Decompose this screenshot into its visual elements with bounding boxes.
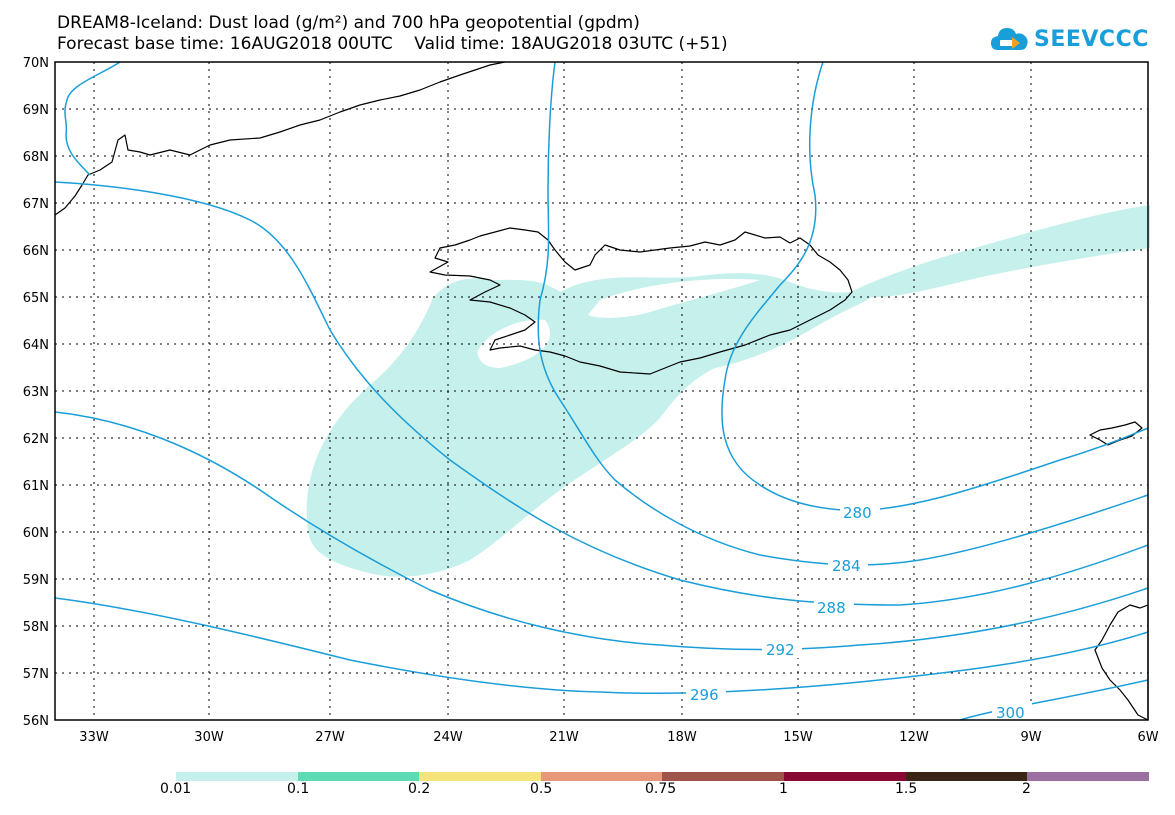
lat-label: 69N	[23, 103, 49, 118]
lon-label: 6W	[1137, 730, 1158, 745]
colorbar-label: 0.75	[645, 781, 677, 797]
colorbar-segment	[906, 772, 1027, 781]
dust-plume	[306, 205, 1150, 577]
lon-label: 9W	[1020, 730, 1041, 745]
lat-label: 60N	[23, 526, 49, 541]
lat-label: 63N	[23, 385, 49, 400]
map-title: DREAM8-Iceland: Dust load (g/m²) and 700…	[57, 13, 640, 33]
contour-288	[54, 411, 1149, 651]
colorbar	[176, 772, 1149, 781]
coastlines	[54, 61, 1149, 721]
cloud-logo-icon	[991, 28, 1028, 50]
contour-label: 300	[996, 704, 1025, 722]
colorbar-segment	[298, 772, 419, 781]
geopotential-contours	[54, 61, 1149, 721]
contour-label: 280	[843, 504, 872, 522]
faroe-islands-coast	[1089, 421, 1143, 446]
lat-label: 59N	[23, 573, 49, 588]
map-frame	[54, 61, 1149, 721]
lon-label: 18W	[667, 730, 697, 745]
colorbar-label: 0.1	[287, 781, 310, 797]
colorbar-segment	[176, 772, 298, 781]
colorbar-label: 0.5	[530, 781, 553, 797]
colorbar-segment	[541, 772, 662, 781]
colorbar-label: 2	[1022, 781, 1031, 797]
contour-label: 288	[817, 599, 846, 617]
longitude-labels: 33W 30W 27W 24W 21W 18W 15W 12W 9W 6W	[79, 730, 1158, 745]
contour-central-meridional	[537, 61, 1149, 566]
lat-label: 58N	[23, 620, 49, 635]
lat-label: 68N	[23, 150, 49, 165]
greenland-coast	[54, 61, 506, 216]
colorbar-segment	[784, 772, 906, 781]
colorbar-segment	[419, 772, 541, 781]
contour-label: 284	[832, 557, 861, 575]
contour-west-high-lat	[64, 61, 121, 176]
contour-label: 296	[690, 686, 719, 704]
logo-text: SEEVCCC	[1034, 26, 1149, 52]
lat-label: 62N	[23, 432, 49, 447]
colorbar-label: 1	[779, 781, 788, 797]
contour-280	[721, 61, 1149, 512]
contour-300	[959, 679, 1149, 721]
latitude-labels: 70N 69N 68N 67N 66N 65N 64N 63N 62N 61N …	[23, 56, 49, 729]
colorbar-segment	[1027, 772, 1149, 781]
iceland-coast	[429, 227, 853, 375]
lon-label: 15W	[783, 730, 813, 745]
lat-label: 65N	[23, 291, 49, 306]
lat-label: 67N	[23, 197, 49, 212]
contour-labels: 280 284 288 292 296 300	[686, 503, 1032, 722]
lat-label: 64N	[23, 338, 49, 353]
map-subtitle: Forecast base time: 16AUG2018 00UTC Vali…	[57, 34, 728, 54]
colorbar-label: 0.2	[408, 781, 431, 797]
lon-label: 21W	[549, 730, 579, 745]
contour-label: 292	[766, 641, 795, 659]
colorbar-label: 1.5	[895, 781, 918, 797]
lat-label: 66N	[23, 244, 49, 259]
seevccc-logo: SEEVCCC	[990, 22, 1149, 56]
lat-label: 56N	[23, 714, 49, 729]
colorbar-label: 0.01	[160, 781, 192, 797]
lon-label: 12W	[899, 730, 929, 745]
map-grid	[55, 62, 1148, 720]
lat-label: 70N	[23, 56, 49, 71]
contour-greenland-to-atlantic	[54, 181, 1149, 606]
lon-label: 27W	[315, 730, 345, 745]
lon-label: 33W	[79, 730, 109, 745]
lon-label: 24W	[433, 730, 463, 745]
lat-label: 61N	[23, 479, 49, 494]
colorbar-segment	[662, 772, 784, 781]
lon-label: 30W	[194, 730, 224, 745]
scotland-coast	[1094, 604, 1149, 721]
lat-label: 57N	[23, 667, 49, 682]
contour-296	[54, 597, 1149, 695]
